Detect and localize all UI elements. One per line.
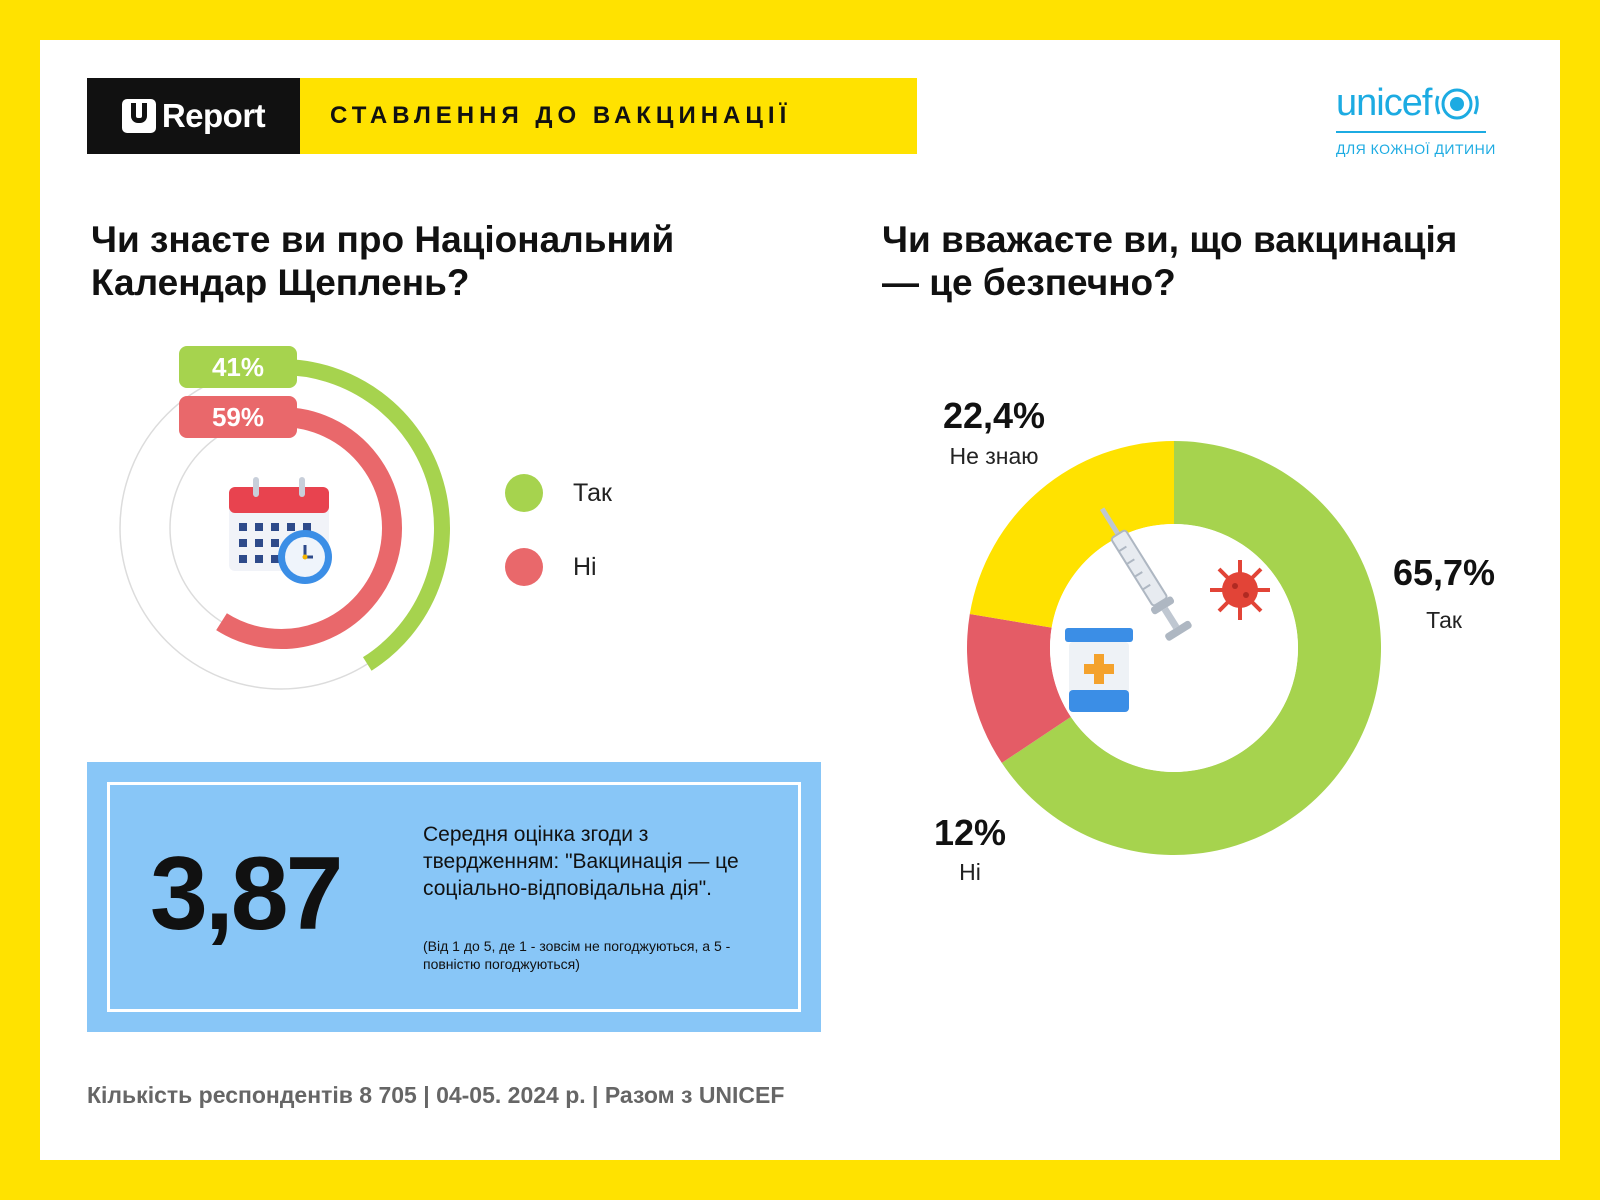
question-safety: Чи вважаєте ви, що вакцинація — це безпе… bbox=[882, 219, 1458, 303]
legend-label-yes: Так bbox=[573, 478, 612, 507]
page-title: СТАВЛЕННЯ ДО ВАКЦИНАЦІЇ bbox=[330, 102, 792, 129]
header-banner: Report СТАВЛЕННЯ ДО ВАКЦИНАЦІЇ bbox=[87, 78, 917, 154]
calendar-legend: Так Ні bbox=[505, 473, 612, 621]
radial-bar-yes bbox=[280, 359, 450, 671]
score-panel-frame: 3,87 Середня оцінка згоди з твердженням:… bbox=[107, 782, 801, 1012]
radial-label-no: 59% bbox=[212, 402, 264, 432]
header-title-box: СТАВЛЕННЯ ДО ВАКЦИНАЦІЇ bbox=[300, 78, 917, 154]
donut-value-no: 12% bbox=[934, 812, 1006, 853]
vaccine-syringe-icon bbox=[1100, 507, 1192, 641]
donut-value-yes: 65,7% bbox=[1393, 552, 1495, 593]
footer-respondents: Кількість респондентів 8 705 | 04-05. 20… bbox=[87, 1082, 785, 1108]
unicef-divider bbox=[1336, 131, 1486, 133]
donut-chart: 65,7% Так 12% Ні 22,4% Не знаю bbox=[934, 395, 1495, 885]
legend-label-no: Ні bbox=[573, 552, 597, 581]
calendar-clock-icon bbox=[229, 477, 332, 584]
donut-category-yes: Так bbox=[1426, 607, 1463, 633]
radial-bar-no bbox=[216, 407, 402, 649]
ureport-logo-text: Report bbox=[161, 97, 266, 134]
radial-label-bg-no bbox=[179, 396, 297, 438]
ureport-logo-icon bbox=[121, 99, 156, 133]
radial-label-yes: 41% bbox=[212, 352, 264, 382]
legend-dot-green bbox=[505, 474, 543, 512]
legend-dot-red bbox=[505, 548, 543, 586]
legend-item-no: Ні bbox=[505, 547, 612, 587]
virus-icon bbox=[1210, 560, 1270, 620]
unicef-tagline: ДЛЯ КОЖНОЇ ДИТИНИ bbox=[1336, 141, 1496, 157]
un-globe-icon bbox=[1435, 88, 1480, 119]
score-value: 3,87 bbox=[150, 836, 343, 952]
donut-slice-dont-know bbox=[969, 441, 1174, 628]
donut-slice-yes bbox=[1001, 441, 1381, 855]
ureport-logo: Report bbox=[87, 78, 300, 154]
legend-item-yes: Так bbox=[505, 473, 612, 513]
donut-slice-no bbox=[967, 614, 1071, 763]
question-calendar: Чи знаєте ви про Національний Календар Щ… bbox=[91, 219, 675, 303]
donut-value-dont-know: 22,4% bbox=[943, 395, 1045, 436]
unicef-logo: unicef ДЛЯ КОЖНОЇ ДИТИНИ bbox=[1336, 82, 1496, 157]
donut-category-dont-know: Не знаю bbox=[949, 443, 1038, 469]
score-statement: Середня оцінка згоди з твердженням: "Вак… bbox=[423, 823, 739, 900]
medicine-jar-icon bbox=[1065, 628, 1133, 712]
unicef-wordmark: unicef bbox=[1336, 82, 1432, 124]
donut-category-no: Ні bbox=[959, 859, 981, 885]
radial-label-bg-yes bbox=[179, 346, 297, 388]
infographic-card: Report СТАВЛЕННЯ ДО ВАКЦИНАЦІЇ unicef ДЛ… bbox=[40, 40, 1560, 1160]
radial-bar-chart: 41% 59% bbox=[119, 346, 450, 690]
score-scale-note: (Від 1 до 5, де 1 - зовсім не погоджують… bbox=[423, 938, 731, 972]
score-panel: 3,87 Середня оцінка згоди з твердженням:… bbox=[87, 762, 821, 1032]
